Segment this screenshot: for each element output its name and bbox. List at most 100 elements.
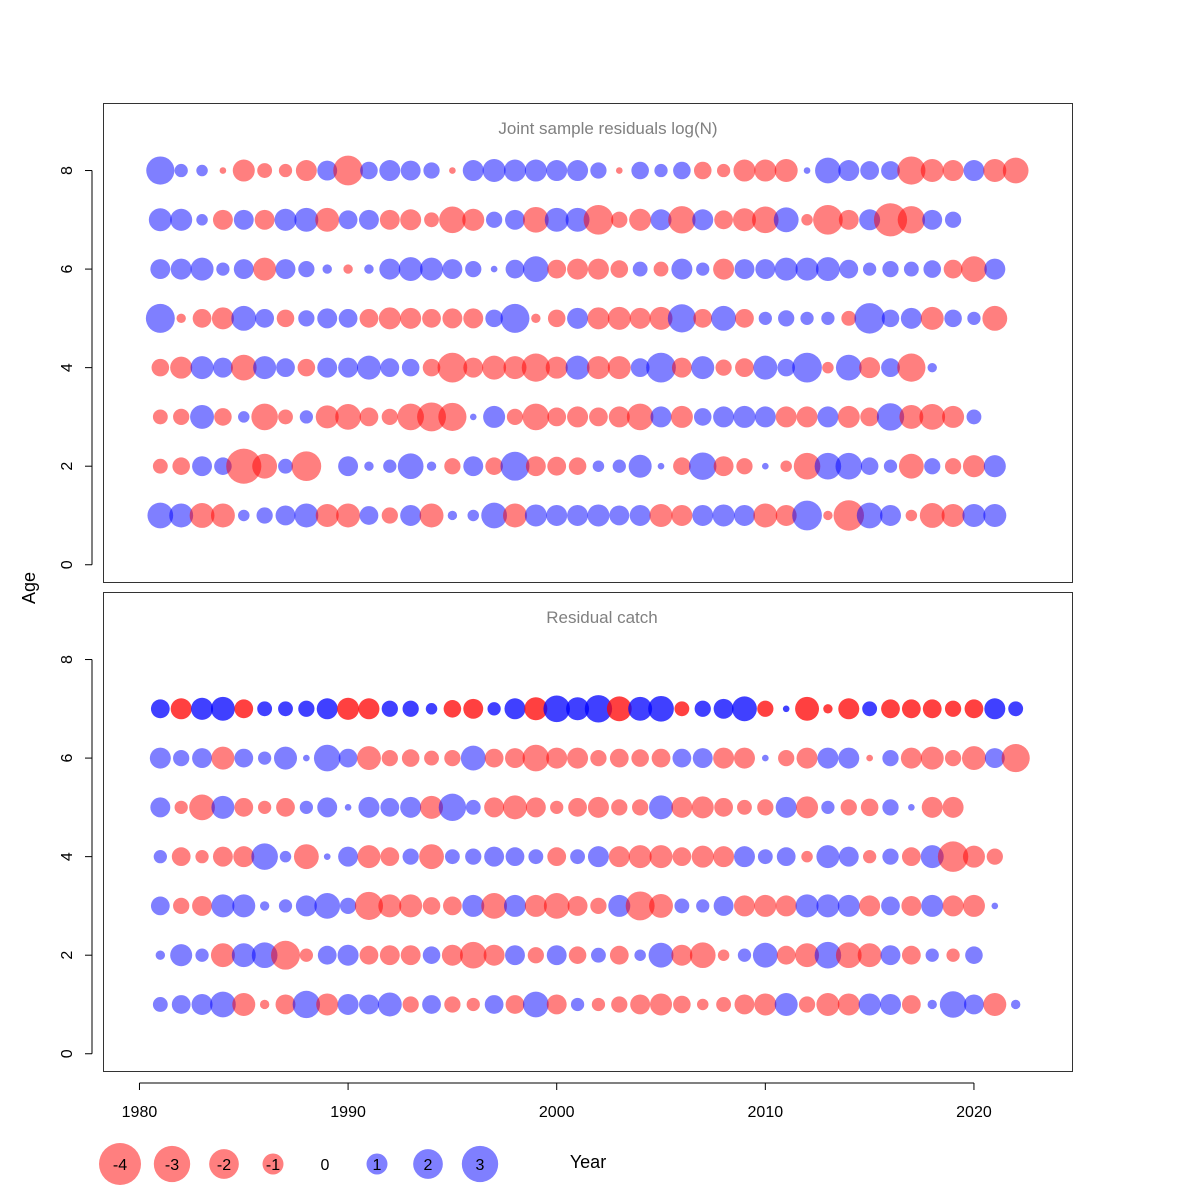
residual-bubble bbox=[146, 156, 175, 185]
residual-bubble bbox=[469, 413, 477, 421]
residual-bubble bbox=[425, 703, 438, 715]
residual-bubble bbox=[380, 358, 400, 378]
residual-bubble bbox=[584, 695, 613, 723]
legend-bubble bbox=[99, 1143, 141, 1185]
residual-bubble bbox=[903, 261, 919, 277]
residual-bubble bbox=[338, 308, 358, 328]
residual-bubble bbox=[880, 945, 901, 966]
residual-bubble bbox=[426, 461, 437, 471]
residual-bubble bbox=[219, 167, 227, 174]
residual-bubble bbox=[378, 307, 401, 330]
residual-bubble bbox=[543, 695, 570, 723]
residual-bubble bbox=[150, 797, 171, 818]
residual-bubble bbox=[192, 308, 212, 328]
legend-label: -1 bbox=[266, 1157, 280, 1174]
residual-bubble bbox=[692, 748, 713, 769]
residual-bubble bbox=[195, 849, 209, 864]
residual-bubble bbox=[505, 995, 525, 1014]
residual-bubble bbox=[441, 944, 463, 966]
residual-bubble bbox=[170, 208, 193, 231]
residual-bubble bbox=[754, 159, 777, 182]
residual-bubble bbox=[920, 159, 944, 183]
legend-label: 1 bbox=[373, 1157, 382, 1174]
residual-bubble bbox=[212, 357, 233, 378]
residual-bubble bbox=[920, 746, 944, 770]
residual-bubble bbox=[449, 167, 456, 174]
residual-bubble bbox=[380, 847, 400, 867]
residual-bubble bbox=[152, 458, 168, 474]
residual-bubble bbox=[733, 846, 755, 868]
residual-bubble bbox=[278, 899, 293, 913]
residual-bubble bbox=[343, 264, 353, 274]
residual-bubble bbox=[503, 795, 527, 820]
residual-bubble bbox=[982, 305, 1008, 331]
residual-bubble bbox=[587, 258, 609, 280]
residual-bubble bbox=[358, 796, 380, 818]
residual-bubble bbox=[775, 406, 797, 428]
residual-bubble bbox=[965, 946, 983, 964]
residual-bubble bbox=[172, 457, 190, 475]
residual-bubble bbox=[484, 748, 504, 768]
residual-bubble bbox=[762, 462, 769, 470]
residual-bubble bbox=[259, 901, 270, 911]
residual-bubble bbox=[484, 846, 505, 867]
residual-bubble bbox=[776, 847, 796, 867]
residual-bubble bbox=[873, 203, 908, 237]
residual-bubble bbox=[531, 313, 541, 324]
residual-bubble bbox=[211, 746, 235, 770]
residual-bubble bbox=[210, 943, 235, 968]
residual-bubble bbox=[490, 265, 498, 273]
residual-bubble bbox=[792, 352, 822, 383]
residual-bubble bbox=[816, 894, 840, 918]
residual-bubble bbox=[673, 995, 691, 1014]
residual-bubble bbox=[232, 159, 255, 182]
residual-bubble bbox=[174, 800, 188, 815]
residual-bubble bbox=[944, 211, 962, 228]
legend-label: -3 bbox=[165, 1157, 179, 1174]
residual-bubble bbox=[714, 210, 733, 230]
residual-bubble bbox=[338, 357, 359, 378]
residual-bubble bbox=[962, 845, 985, 868]
residual-bubble bbox=[858, 993, 881, 1016]
residual-bubble bbox=[546, 945, 567, 966]
residual-bubble bbox=[927, 999, 937, 1010]
residual-bubble bbox=[444, 458, 461, 475]
residual-bubble bbox=[379, 258, 401, 280]
y-tick-label: 6 bbox=[59, 754, 76, 763]
residual-bubble bbox=[986, 848, 1003, 865]
residual-bubble bbox=[442, 259, 463, 280]
residual-bubble bbox=[481, 893, 507, 919]
residual-bubble bbox=[565, 207, 590, 232]
residual-bubble bbox=[422, 897, 441, 915]
residual-bubble bbox=[696, 262, 710, 276]
residual-bubble bbox=[315, 405, 339, 429]
residual-bubble bbox=[922, 699, 942, 719]
residual-bubble bbox=[506, 408, 524, 426]
residual-bubble bbox=[736, 458, 753, 475]
residual-bubble bbox=[883, 459, 898, 473]
residual-bubble bbox=[713, 258, 735, 280]
residual-bubble bbox=[358, 209, 379, 230]
residual-bubble bbox=[381, 749, 398, 767]
residual-bubble bbox=[650, 406, 672, 428]
residual-bubble bbox=[359, 308, 379, 328]
residual-bubble bbox=[232, 894, 256, 918]
residual-bubble bbox=[774, 257, 798, 281]
residual-bubble bbox=[483, 944, 505, 966]
residual-bubble bbox=[691, 356, 715, 380]
residual-bubble bbox=[835, 942, 862, 969]
y-tick-label: 2 bbox=[59, 951, 76, 960]
residual-bubble bbox=[717, 949, 730, 961]
residual-bubble bbox=[447, 510, 458, 521]
legend-bubble bbox=[366, 1153, 388, 1175]
residual-bubble bbox=[653, 261, 669, 277]
residual-bubble bbox=[155, 950, 166, 960]
residual-bubble bbox=[944, 309, 962, 328]
residual-bubble bbox=[293, 844, 319, 870]
residual-bubble bbox=[482, 159, 506, 183]
residual-bubble bbox=[487, 702, 501, 716]
residual-bubble bbox=[672, 847, 692, 867]
residual-bubble bbox=[459, 941, 487, 969]
residual-bubble bbox=[567, 895, 588, 916]
residual-bubble bbox=[651, 748, 671, 768]
